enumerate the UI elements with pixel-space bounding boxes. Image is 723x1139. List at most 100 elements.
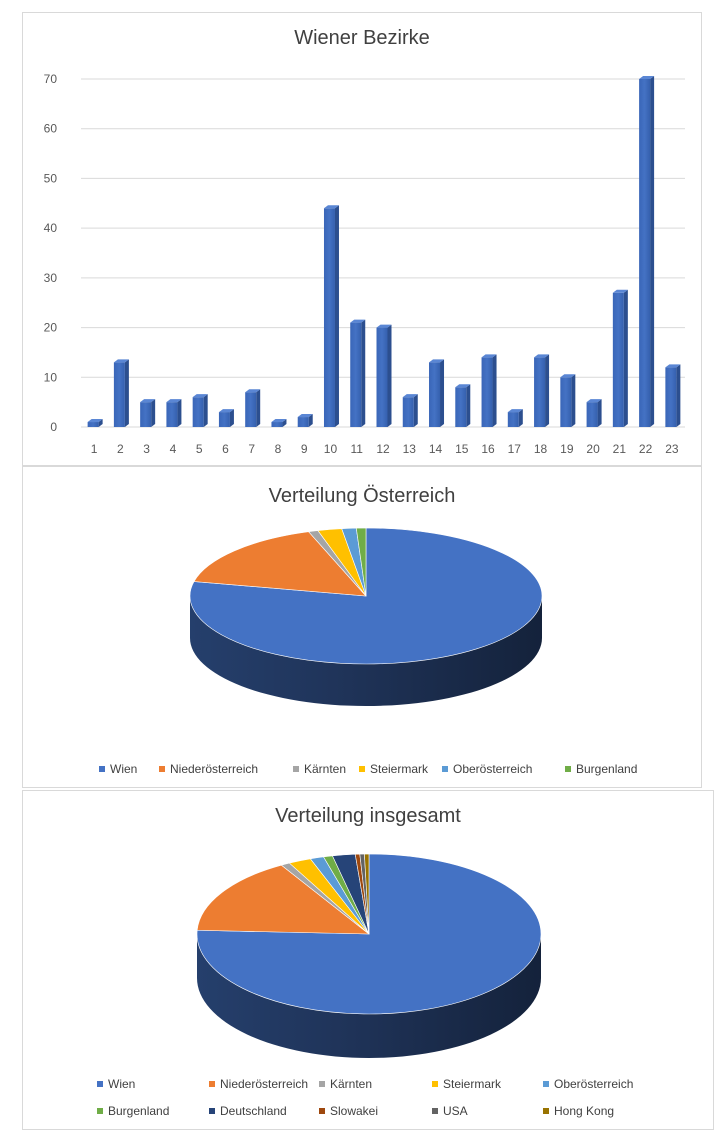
legend-item-steiermark: Steiermark	[432, 1077, 501, 1091]
legend-swatch	[319, 1081, 325, 1087]
bar	[140, 399, 156, 427]
y-tick-label: 20	[44, 321, 58, 335]
legend-swatch	[99, 766, 105, 772]
x-tick-label: 10	[324, 442, 338, 456]
legend-swatch	[293, 766, 299, 772]
x-tick-label: 18	[534, 442, 548, 456]
x-tick-label: 13	[403, 442, 417, 456]
pie-chart-austria-panel: Verteilung Österreich Wien Niederösterrei…	[22, 466, 702, 788]
legend-label: Niederösterreich	[220, 1077, 309, 1091]
bar	[218, 409, 234, 427]
x-tick-label: 15	[455, 442, 469, 456]
legend-item-oberösterreich: Oberösterreich	[442, 762, 532, 776]
y-tick-label: 40	[44, 221, 58, 235]
y-tick-label: 10	[44, 370, 58, 384]
legend-item-burgenland: Burgenland	[97, 1104, 169, 1118]
pie-chart-total-title: Verteilung insgesamt	[275, 805, 461, 827]
bar-chart-title: Wiener Bezirke	[294, 27, 430, 49]
legend-label: Wien	[110, 762, 138, 776]
x-tick-label: 2	[117, 442, 124, 456]
bar	[507, 409, 523, 427]
pie-slice-hong-kong	[364, 853, 370, 935]
legend-item-burgenland: Burgenland	[565, 762, 637, 776]
bar	[245, 389, 261, 427]
x-tick-label: 16	[481, 442, 495, 456]
legend-swatch	[359, 766, 365, 772]
legend-item-niederösterreich: Niederösterreich	[209, 1077, 308, 1091]
y-tick-label: 30	[44, 271, 58, 285]
legend-item-kärnten: Kärnten	[319, 1077, 372, 1091]
pie-slice-burgenland	[355, 527, 367, 597]
bar	[87, 419, 103, 427]
x-tick-label: 1	[91, 442, 98, 456]
pie-chart-austria-legend: Wien Niederösterreich Kärnten Steiermark Obe…	[23, 467, 703, 789]
pie-chart-total	[196, 853, 542, 1058]
legend-swatch	[159, 766, 165, 772]
x-tick-label: 19	[560, 442, 574, 456]
bar	[192, 394, 208, 427]
legend-swatch	[543, 1081, 549, 1087]
legend-swatch	[97, 1108, 103, 1114]
pie-slice-niederösterreich	[196, 864, 370, 935]
legend-label: Steiermark	[370, 762, 429, 776]
bar	[534, 354, 550, 427]
x-tick-label: 14	[429, 442, 443, 456]
y-tick-label: 0	[50, 420, 57, 434]
x-tick-label: 7	[248, 442, 255, 456]
pie-chart-austria-title: Verteilung Österreich	[268, 485, 456, 507]
legend-swatch	[432, 1108, 438, 1114]
legend-label: Slowakei	[330, 1104, 379, 1118]
bar	[481, 354, 497, 427]
bar	[665, 364, 681, 427]
legend-label: Wien	[108, 1077, 136, 1091]
legend-label: Kärnten	[304, 762, 347, 776]
bar-chart-panel: Wiener Bezirke 0 10 20 30 40 50 60 70 1 2 3 4 5 6 7 8 9 1…	[22, 12, 702, 466]
legend-swatch	[209, 1081, 215, 1087]
bar	[297, 414, 313, 427]
pie-chart-austria	[189, 527, 543, 706]
bar	[113, 359, 129, 427]
y-tick-label: 70	[44, 72, 58, 86]
bar	[639, 76, 655, 427]
bar	[271, 419, 287, 427]
legend-item-wien: Wien	[97, 1077, 135, 1091]
legend-swatch	[97, 1081, 103, 1087]
legend-label: Oberösterreich	[453, 762, 533, 776]
bar	[429, 359, 445, 427]
y-tick-label: 60	[44, 122, 58, 136]
legend-item-deutschland: Deutschland	[209, 1104, 287, 1118]
legend-item-niederösterreich: Niederösterreich	[159, 762, 258, 776]
bar	[376, 324, 392, 427]
legend-swatch	[543, 1108, 549, 1114]
bar	[586, 399, 602, 427]
x-tick-label: 23	[665, 442, 679, 456]
x-tick-label: 22	[639, 442, 653, 456]
legend-item-steiermark: Steiermark	[359, 762, 428, 776]
legend-item-slowakei: Slowakei	[319, 1104, 378, 1118]
legend-item-oberösterreich: Oberösterreich	[543, 1077, 633, 1091]
pie-chart-total-panel: Verteilung insgesamt Wien Niederösterreic…	[22, 790, 714, 1130]
x-tick-label: 17	[508, 442, 522, 456]
x-tick-label: 8	[275, 442, 282, 456]
legend-swatch	[565, 766, 571, 772]
x-tick-label: 3	[143, 442, 150, 456]
x-tick-label: 11	[351, 442, 364, 456]
legend-swatch	[432, 1081, 438, 1087]
x-tick-label: 5	[196, 442, 203, 456]
legend-label: Hong Kong	[554, 1104, 615, 1118]
pie-chart-total-legend: Wien Niederösterreich Kärnten Steiermark Obe…	[23, 791, 715, 1131]
pie-side-wien	[197, 934, 541, 1058]
legend-item-wien: Wien	[99, 762, 137, 776]
bar	[612, 289, 628, 427]
legend-label: Burgenland	[108, 1104, 170, 1118]
legend-item-usa: USA	[432, 1104, 468, 1118]
legend-label: Deutschland	[220, 1104, 287, 1118]
x-tick-label: 20	[586, 442, 600, 456]
pie-side-walls	[197, 934, 541, 1058]
bar	[455, 384, 471, 427]
legend-swatch	[209, 1108, 215, 1114]
legend-label: USA	[443, 1104, 468, 1118]
bar	[402, 394, 418, 427]
bar	[166, 399, 182, 427]
